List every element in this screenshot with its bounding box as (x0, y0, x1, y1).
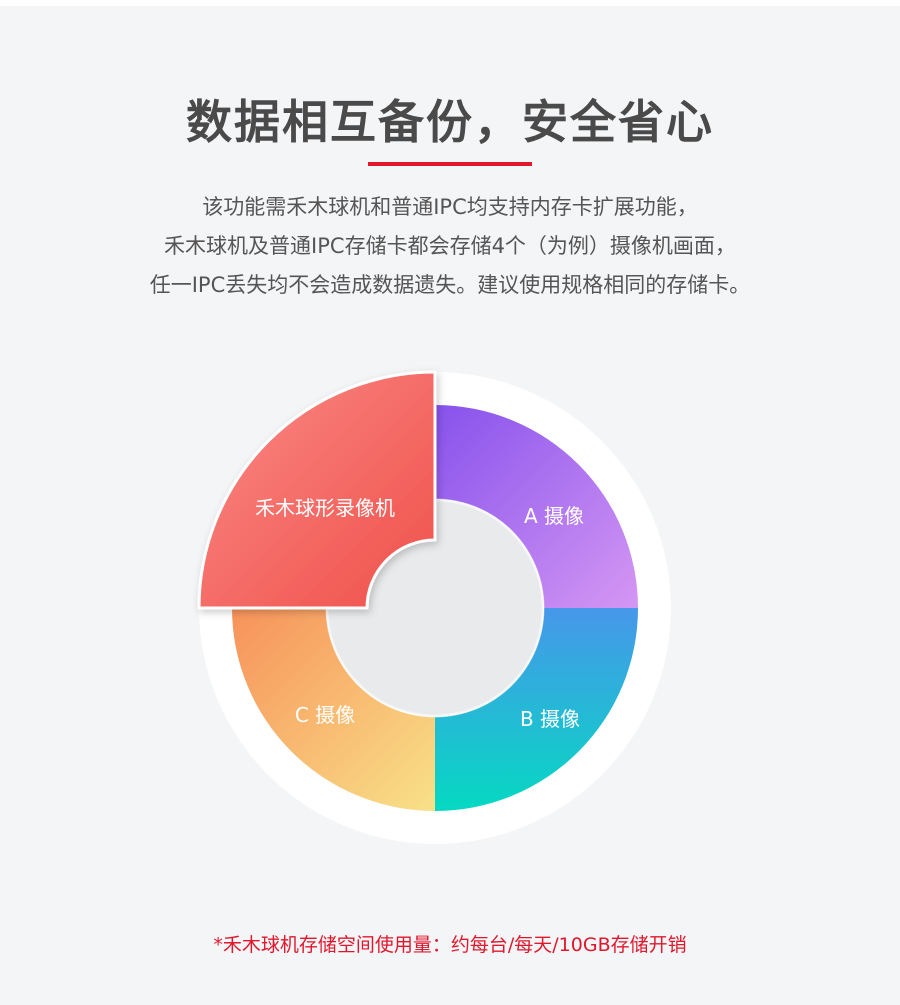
description-line: 任一IPC丢失均不会造成数据遗失。建议使用规格相同的存储卡。 (149, 273, 751, 297)
segment-a (435, 405, 638, 608)
footnote: *禾木球机存储空间使用量：约每台/每天/10GB存储开销 (213, 934, 687, 956)
segment-b-label: B 摄像 (520, 707, 580, 731)
description-line: 该功能需禾木球机和普通IPC均支持内存卡扩展功能， (202, 195, 698, 219)
segment-highlight (197, 370, 437, 610)
top-band (0, 0, 900, 6)
description: 该功能需禾木球机和普通IPC均支持内存卡扩展功能， 禾木球机及普通IPC存储卡都… (0, 188, 900, 305)
description-line: 禾木球机及普通IPC存储卡都会存储4个（为例）摄像机画面， (164, 234, 736, 258)
page-title: 数据相互备份，安全省心 (186, 95, 714, 149)
segment-c (232, 608, 435, 811)
title-underline (368, 162, 532, 166)
highlight-label: 禾木球形录像机 (255, 496, 395, 520)
segment-a-label: A 摄像 (524, 504, 584, 528)
segment-c-label: C 摄像 (295, 703, 355, 727)
segment-b (435, 608, 638, 811)
